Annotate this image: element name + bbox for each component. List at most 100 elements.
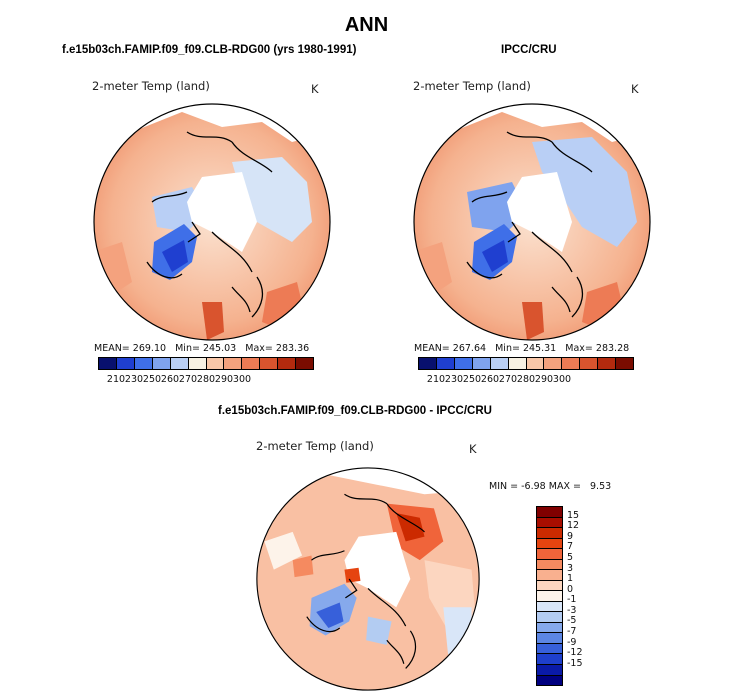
- diff-max-label: MAX =: [548, 481, 581, 492]
- colorbar-swatch: [99, 358, 117, 369]
- colorbar-swatch: [598, 358, 617, 369]
- diff-units-label: K: [469, 442, 477, 456]
- colorbar-tick-label: 15: [567, 509, 580, 521]
- colorbar-tick-label: -12: [567, 647, 583, 659]
- left-max-value: 283.36: [275, 343, 310, 354]
- diff-variable-label: 2-meter Temp (land): [256, 439, 374, 453]
- colorbar-swatch: [537, 549, 562, 560]
- colorbar-swatch: [537, 633, 562, 644]
- colorbar-tick-label: 300: [552, 374, 572, 385]
- colorbar-swatch: [152, 358, 171, 369]
- right-case-label: IPCC/CRU: [501, 44, 557, 56]
- colorbar-swatch: [278, 358, 297, 369]
- colorbar-tick-label: 250: [462, 374, 482, 385]
- diff-min-label: MIN =: [489, 481, 519, 492]
- colorbar-tick-label: 12: [567, 520, 580, 532]
- colorbar-tick-label: -9: [567, 636, 577, 648]
- diff-max-value: 9.53: [590, 481, 612, 492]
- left-colorbar: [98, 357, 314, 370]
- diff-polar-map: [256, 467, 480, 691]
- colorbar-swatch: [170, 358, 189, 369]
- colorbar-tick-label: 9: [567, 530, 574, 542]
- colorbar-swatch: [537, 538, 562, 550]
- left-case-label: f.e15b03ch.FAMIP.f09_f09.CLB-RDG00 (yrs …: [62, 44, 357, 56]
- colorbar-swatch: [580, 358, 599, 369]
- left-max-label: Max=: [245, 343, 273, 354]
- colorbar-swatch: [616, 358, 634, 369]
- colorbar-swatch: [537, 591, 562, 602]
- diff-colorbar: [536, 506, 563, 686]
- colorbar-tick-label: 290: [214, 374, 234, 385]
- right-max-value: 283.28: [595, 343, 630, 354]
- left-min-value: 245.03: [202, 343, 237, 354]
- colorbar-tick-label: 1: [567, 573, 574, 585]
- right-mean-value: 267.64: [452, 343, 487, 354]
- colorbar-swatch: [526, 358, 545, 369]
- colorbar-tick-label: 280: [196, 374, 216, 385]
- colorbar-swatch: [537, 517, 562, 529]
- colorbar-swatch: [537, 528, 562, 539]
- colorbar-tick-label: 260: [160, 374, 180, 385]
- colorbar-tick-label: 300: [232, 374, 252, 385]
- colorbar-tick-label: 280: [516, 374, 536, 385]
- colorbar-swatch: [296, 358, 314, 369]
- colorbar-swatch: [224, 358, 243, 369]
- colorbar-swatch: [490, 358, 509, 369]
- colorbar-tick-label: 3: [567, 562, 574, 574]
- colorbar-tick-label: 210: [106, 374, 126, 385]
- colorbar-tick-label: 260: [480, 374, 500, 385]
- colorbar-swatch: [537, 570, 562, 581]
- left-stats: MEAN= 269.10 Min= 245.03 Max= 283.36: [94, 343, 309, 354]
- left-variable-label: 2-meter Temp (land): [92, 79, 210, 93]
- colorbar-tick-label: 7: [567, 541, 574, 553]
- colorbar-tick-label: -15: [567, 657, 583, 669]
- colorbar-swatch: [537, 654, 562, 665]
- right-mean-label: MEAN=: [414, 343, 450, 354]
- colorbar-tick-label: 210: [426, 374, 446, 385]
- colorbar-tick-label: 5: [567, 551, 574, 563]
- left-mean-value: 269.10: [132, 343, 167, 354]
- diff-min-value: -6.98: [521, 481, 546, 492]
- colorbar-swatch: [260, 358, 279, 369]
- right-min-label: Min=: [495, 343, 520, 354]
- right-min-value: 245.31: [522, 343, 557, 354]
- left-min-label: Min=: [175, 343, 200, 354]
- colorbar-swatch: [454, 358, 473, 369]
- colorbar-swatch: [206, 358, 225, 369]
- colorbar-swatch: [537, 622, 562, 634]
- colorbar-swatch: [544, 358, 563, 369]
- colorbar-swatch: [537, 601, 562, 613]
- colorbar-swatch: [419, 358, 437, 369]
- right-units-label: K: [631, 82, 639, 96]
- colorbar-swatch: [188, 358, 207, 369]
- colorbar-tick-label: 270: [498, 374, 518, 385]
- left-units-label: K: [311, 82, 319, 96]
- colorbar-tick-label: 250: [142, 374, 162, 385]
- colorbar-tick-label: 230: [124, 374, 144, 385]
- colorbar-tick-label: 0: [567, 583, 574, 595]
- colorbar-swatch: [537, 612, 562, 623]
- right-polar-map: [413, 103, 651, 341]
- colorbar-tick-label: 230: [444, 374, 464, 385]
- colorbar-tick-label: -1: [567, 594, 577, 606]
- right-variable-label: 2-meter Temp (land): [413, 79, 531, 93]
- right-stats: MEAN= 267.64 Min= 245.31 Max= 283.28: [414, 343, 629, 354]
- right-max-label: Max=: [565, 343, 593, 354]
- colorbar-tick-label: 290: [534, 374, 554, 385]
- colorbar-swatch: [562, 358, 581, 369]
- colorbar-swatch: [134, 358, 153, 369]
- colorbar-tick-label: -3: [567, 604, 577, 616]
- page-title: ANN: [344, 14, 389, 36]
- diff-case-label: f.e15b03ch.FAMIP.f09_f09.CLB-RDG00 - IPC…: [218, 405, 492, 417]
- colorbar-tick-label: -5: [567, 615, 577, 627]
- diff-stats: MIN = -6.98 MAX = 9.53: [489, 481, 611, 492]
- right-colorbar: [418, 357, 634, 370]
- left-mean-label: MEAN=: [94, 343, 130, 354]
- colorbar-swatch: [537, 643, 562, 655]
- colorbar-swatch: [508, 358, 527, 369]
- colorbar-swatch: [537, 507, 562, 518]
- colorbar-swatch: [537, 580, 562, 592]
- colorbar-swatch: [537, 664, 562, 676]
- colorbar-swatch: [242, 358, 261, 369]
- colorbar-tick-label: 270: [178, 374, 198, 385]
